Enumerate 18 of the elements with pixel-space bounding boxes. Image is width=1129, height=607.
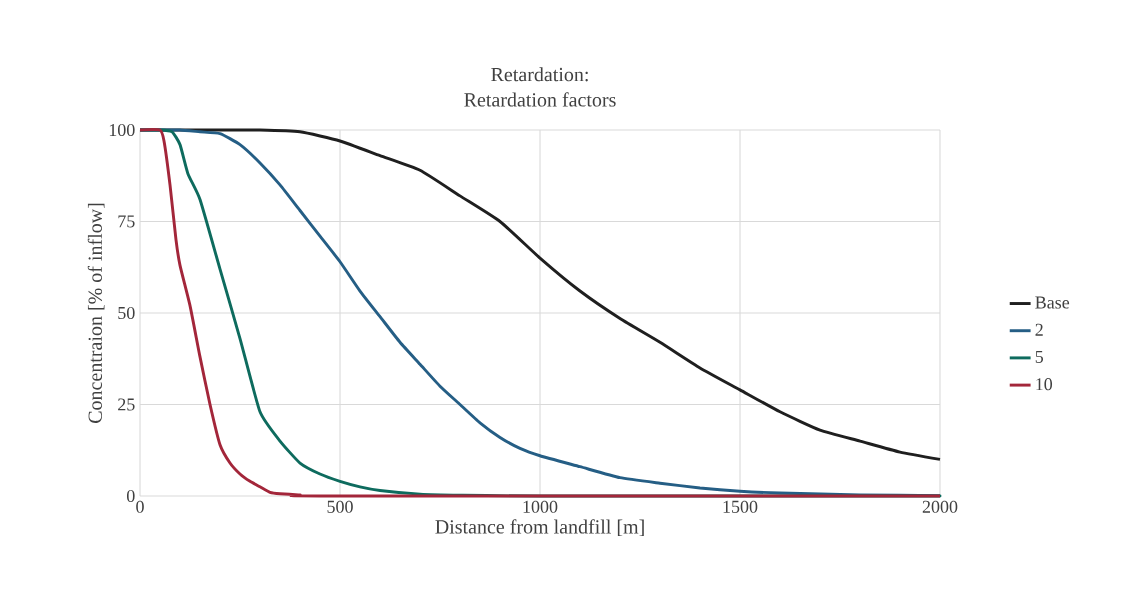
- x-tick-label: 2000: [922, 500, 958, 513]
- x-axis-title: Distance from landfill [m]: [435, 519, 644, 537]
- x-tick-label: 500: [327, 500, 353, 513]
- y-tick-label: 0: [126, 489, 135, 503]
- y-axis-title: Concentraion [% of inflow]: [87, 203, 105, 423]
- chart-subtitle: Retardation factors: [464, 92, 616, 107]
- y-tick-label: 50: [118, 306, 135, 320]
- y-tick-label: 25: [118, 398, 135, 411]
- chart-title: Retardation:: [491, 67, 588, 82]
- legend-label: Base: [1035, 296, 1070, 309]
- legend-label: 2: [1035, 323, 1043, 336]
- x-tick-label: 1000: [523, 500, 558, 513]
- x-tick-label: 0: [136, 500, 144, 513]
- y-tick-label: 100: [109, 123, 135, 137]
- legend-label: 10: [1036, 378, 1053, 391]
- legend-label: 5: [1035, 350, 1044, 363]
- x-tick-label: 1500: [723, 500, 758, 513]
- y-tick-label: 75: [118, 215, 135, 228]
